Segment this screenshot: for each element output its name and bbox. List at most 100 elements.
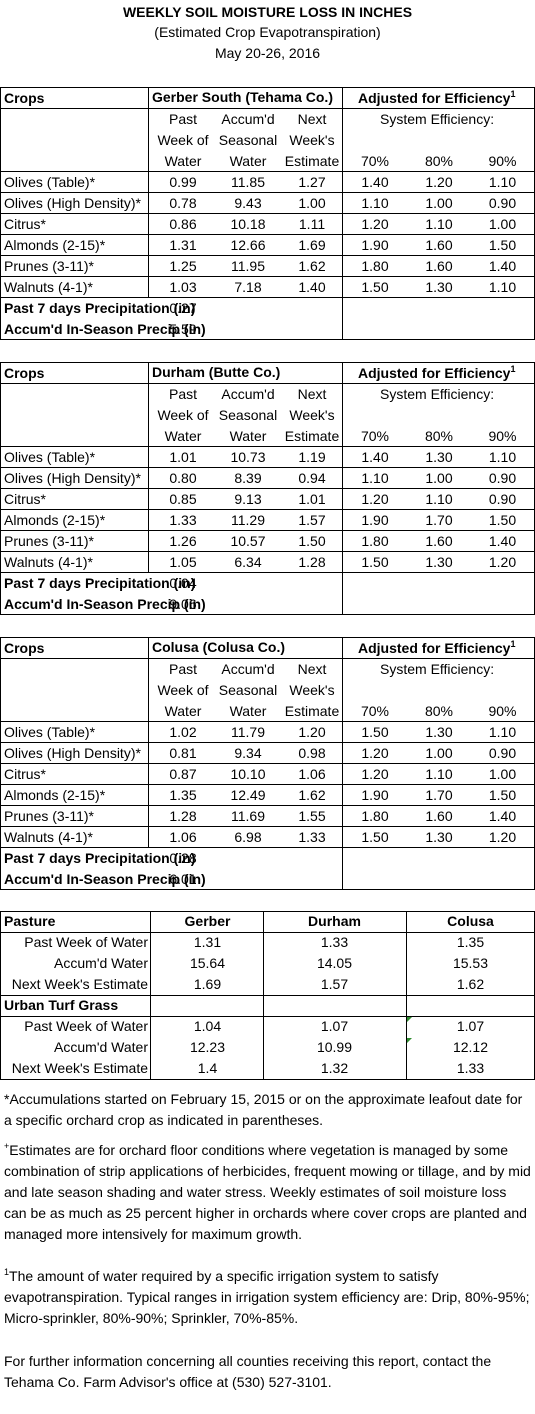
accum-seasonal-value: 6.98 bbox=[234, 829, 262, 845]
efficiency-e80-value: 1.00 bbox=[425, 195, 453, 211]
efficiency-e70-value: 1.20 bbox=[361, 216, 389, 232]
accum-seasonal-value: 11.95 bbox=[231, 258, 265, 274]
accum-seasonal-value: 10.57 bbox=[230, 533, 266, 549]
past-week-value: 1.05 bbox=[169, 554, 197, 570]
crop-name: Walnuts (4-1)* bbox=[4, 554, 93, 570]
crop-name: Olives (Table)* bbox=[4, 174, 96, 190]
turf-row-label: Accum'd Water bbox=[54, 1039, 148, 1055]
efficiency-e80-value: 1.30 bbox=[425, 724, 453, 740]
table-rule bbox=[342, 339, 535, 340]
efficiency-e80-value: 1.60 bbox=[425, 237, 453, 253]
footnote-marker: 1 bbox=[510, 89, 516, 99]
efficiency-e70-value: 1.80 bbox=[361, 808, 389, 824]
table-rule bbox=[0, 1079, 535, 1080]
table-rule bbox=[148, 87, 149, 297]
table-rule bbox=[0, 530, 535, 531]
column-header-crops: Crops bbox=[4, 640, 45, 656]
column-header-acc: Water bbox=[229, 703, 267, 719]
precip-season-label: Accum'd In-Season Precip (in) bbox=[4, 596, 206, 612]
table-rule bbox=[0, 721, 535, 722]
crop-name: Olives (Table)* bbox=[4, 724, 96, 740]
efficiency-e80-value: 1.30 bbox=[425, 279, 453, 295]
efficiency-e90-value: 1.10 bbox=[488, 449, 517, 465]
turf-header: Urban Turf Grass bbox=[4, 997, 119, 1013]
location-header: Durham (Butte Co.) bbox=[152, 364, 281, 380]
efficiency-e80-value: 1.10 bbox=[425, 216, 453, 232]
crop-name: Prunes (3-11)* bbox=[4, 533, 95, 549]
table-rule bbox=[0, 826, 535, 827]
past-week-value: 1.35 bbox=[169, 787, 197, 803]
next-week-value: 1.33 bbox=[298, 829, 326, 845]
crop-name: Almonds (2-15)* bbox=[4, 237, 106, 253]
next-week-value: 1.06 bbox=[298, 766, 326, 782]
system-efficiency-label: System Efficiency: bbox=[380, 111, 495, 127]
turf-value: 1.4 bbox=[197, 1060, 218, 1076]
pasture-value: 15.64 bbox=[189, 955, 226, 971]
efficiency-e90-value: 1.50 bbox=[488, 237, 517, 253]
table-rule bbox=[0, 446, 535, 447]
accum-seasonal-value: 11.29 bbox=[231, 512, 265, 528]
efficiency-e90-value: 1.40 bbox=[488, 258, 517, 274]
table-rule bbox=[0, 551, 535, 552]
next-week-value: 1.57 bbox=[298, 512, 326, 528]
precip-7day-label: Past 7 days Precipitation (in) bbox=[4, 300, 196, 316]
column-header-next: Week's bbox=[289, 682, 335, 698]
turf-value: 10.99 bbox=[316, 1039, 353, 1055]
table-rule bbox=[0, 932, 535, 933]
crop-name: Olives (High Density)* bbox=[4, 745, 141, 761]
column-header-next: Next bbox=[297, 386, 327, 402]
past-week-value: 1.02 bbox=[169, 724, 197, 740]
table-rule bbox=[0, 637, 535, 638]
next-week-value: 1.62 bbox=[298, 258, 326, 274]
column-header-acc: Accum'd bbox=[221, 386, 275, 402]
efficiency-e90-value: 1.20 bbox=[488, 829, 517, 845]
table-rule bbox=[0, 297, 535, 298]
table-rule bbox=[0, 847, 535, 848]
crop-name: Citrus* bbox=[4, 216, 47, 232]
column-header-acc: Seasonal bbox=[218, 682, 278, 698]
efficiency-e90-value: 1.00 bbox=[488, 216, 517, 232]
efficiency-e90-value: 1.20 bbox=[488, 554, 517, 570]
past-week-value: 0.78 bbox=[169, 195, 197, 211]
report-subtitle: (Estimated Crop Evapotranspiration) bbox=[154, 24, 381, 40]
efficiency-e80-value: 1.30 bbox=[425, 829, 453, 845]
adjusted-efficiency-header: Adjusted for Efficiency1 bbox=[358, 364, 516, 381]
next-week-value: 1.55 bbox=[298, 808, 326, 824]
table-rule bbox=[0, 276, 535, 277]
precip-season-value: 6.01 bbox=[169, 871, 197, 887]
crop-name: Walnuts (4-1)* bbox=[4, 829, 93, 845]
precip-7day-value: 0.04 bbox=[169, 575, 197, 591]
pasture-row-label: Accum'd Water bbox=[54, 955, 148, 971]
column-header-crops: Crops bbox=[4, 90, 45, 106]
crop-name: Walnuts (4-1)* bbox=[4, 279, 93, 295]
table-rule bbox=[0, 255, 535, 256]
table-rule bbox=[0, 234, 535, 235]
efficiency-e70-value: 1.20 bbox=[361, 491, 389, 507]
accum-seasonal-value: 10.73 bbox=[230, 449, 266, 465]
efficiency-e90-value: 0.90 bbox=[488, 195, 517, 211]
column-header-e80: 80% bbox=[424, 428, 454, 444]
next-week-value: 1.19 bbox=[298, 449, 326, 465]
past-week-value: 1.31 bbox=[169, 237, 197, 253]
efficiency-e70-value: 1.80 bbox=[361, 258, 389, 274]
table-rule bbox=[342, 362, 343, 614]
table-rule bbox=[0, 911, 1, 1079]
precip-7day-value: 0.27 bbox=[169, 300, 197, 316]
cell-marker bbox=[407, 1017, 412, 1022]
efficiency-e80-value: 1.60 bbox=[425, 533, 453, 549]
column-header-acc: Accum'd bbox=[221, 661, 275, 677]
past-week-value: 0.80 bbox=[169, 470, 197, 486]
pasture-value: 1.33 bbox=[320, 934, 349, 950]
pasture-value: 15.53 bbox=[452, 955, 489, 971]
efficiency-e90-value: 1.10 bbox=[488, 174, 517, 190]
precip-7day-label: Past 7 days Precipitation (in) bbox=[4, 575, 196, 591]
turf-value: 12.12 bbox=[452, 1039, 489, 1055]
next-week-value: 1.20 bbox=[298, 724, 326, 740]
table-rule bbox=[0, 995, 535, 996]
table-rule bbox=[342, 87, 343, 339]
pasture-value: 1.57 bbox=[320, 976, 349, 992]
column-header-e80: 80% bbox=[424, 153, 454, 169]
column-header-e70: 70% bbox=[360, 703, 390, 719]
past-week-value: 1.01 bbox=[169, 449, 197, 465]
accum-seasonal-value: 9.34 bbox=[234, 745, 262, 761]
